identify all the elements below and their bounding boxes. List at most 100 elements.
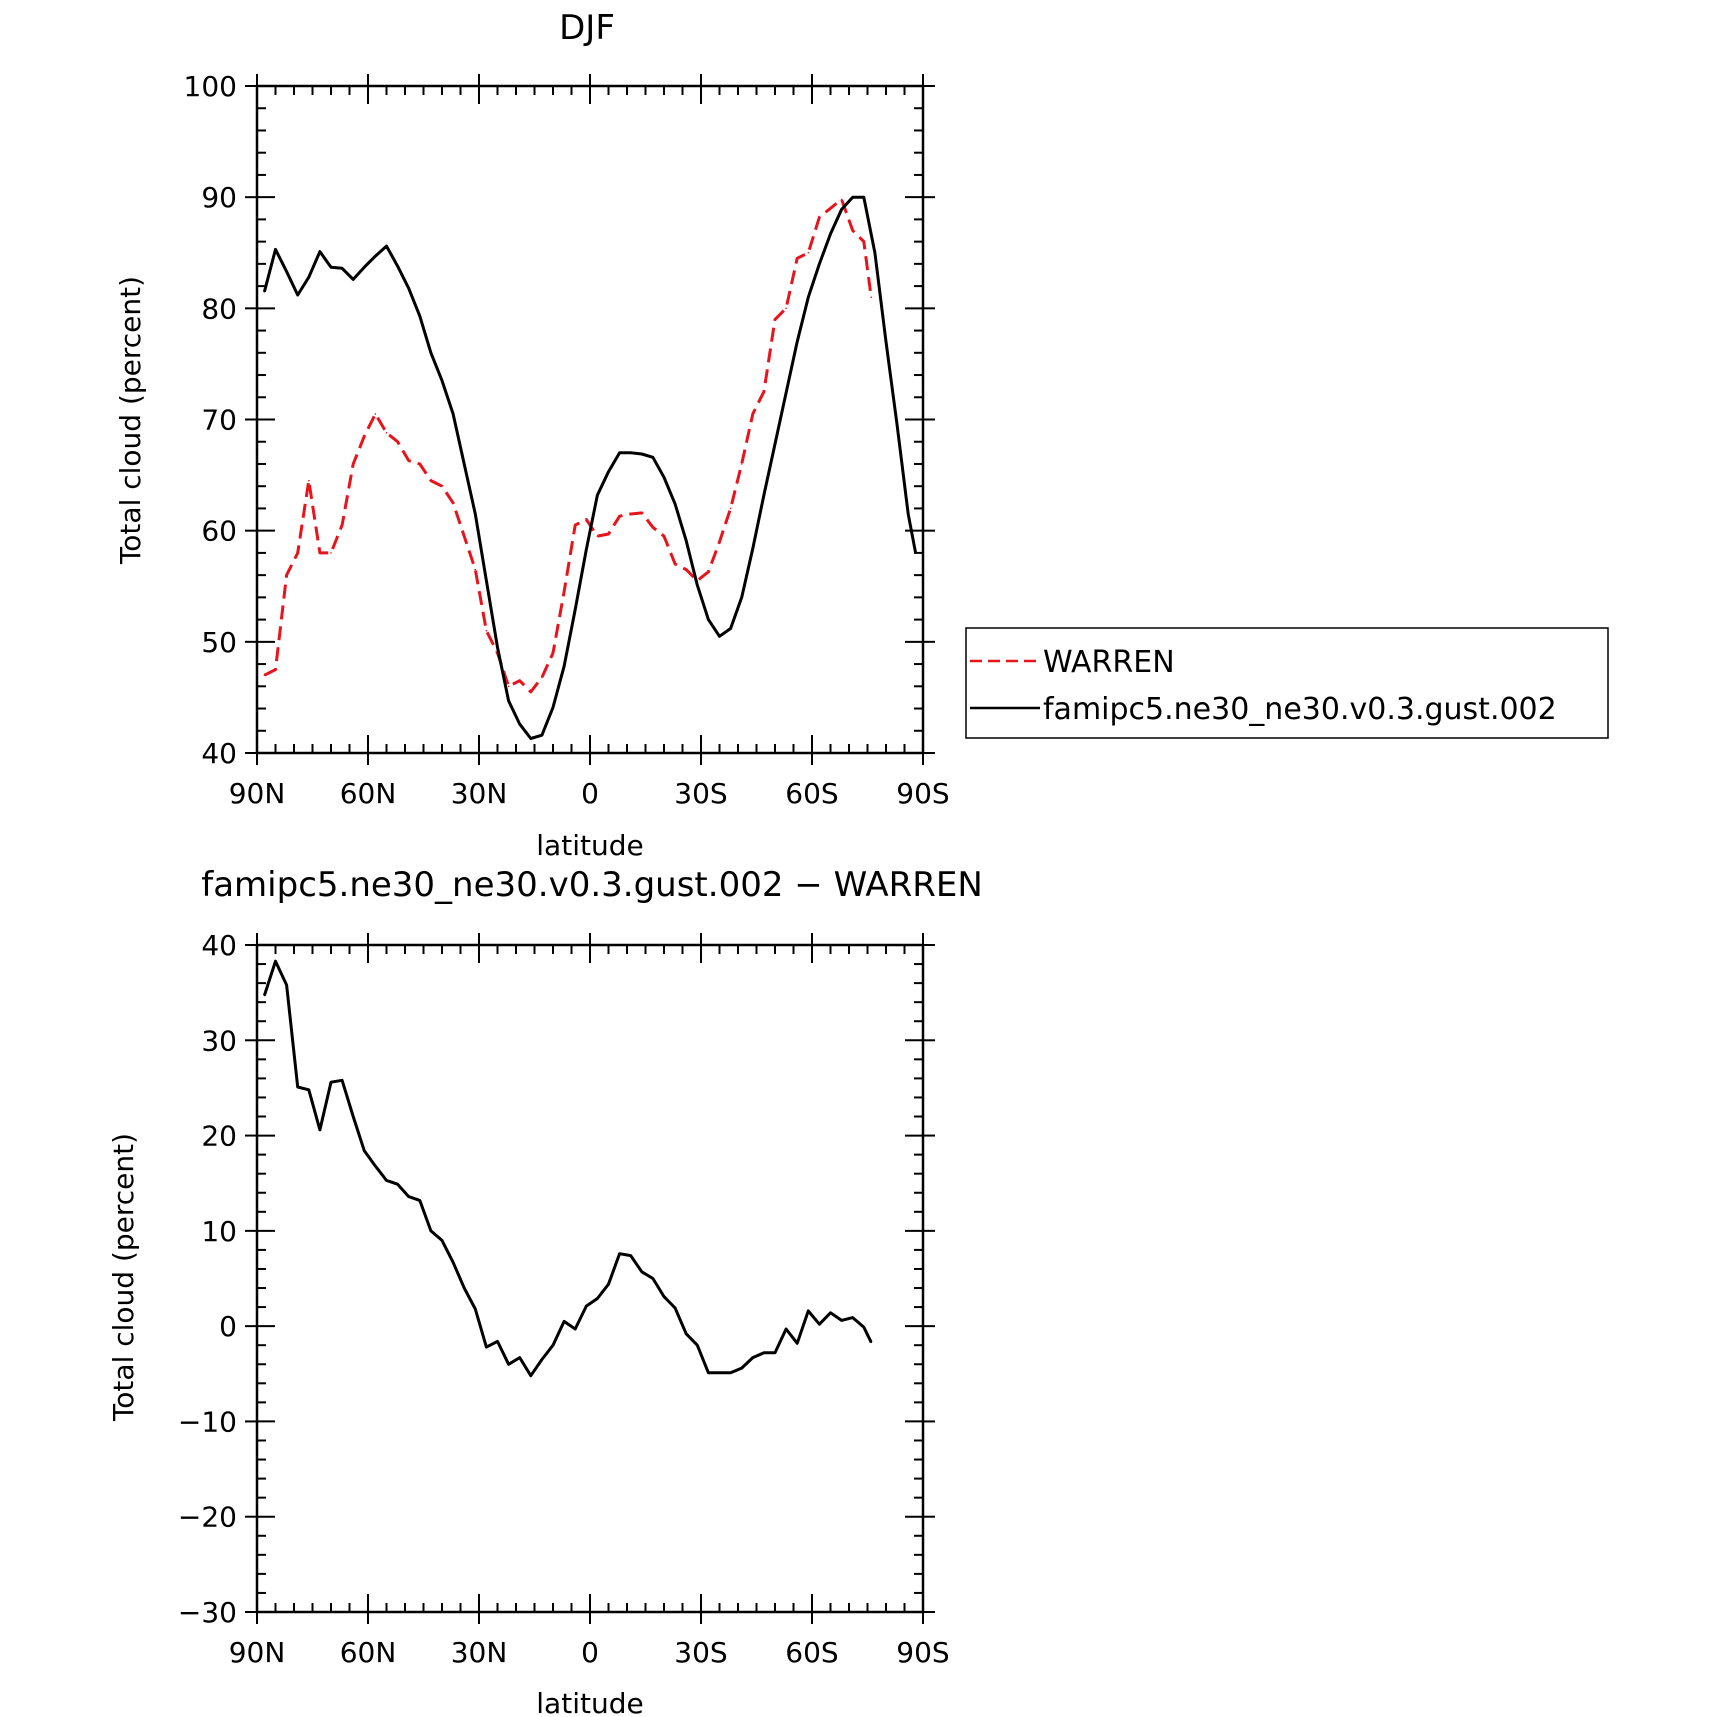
top-series-1-point <box>785 392 787 394</box>
top-series-1-point <box>696 584 699 586</box>
bottom-series-0-point <box>296 1086 299 1088</box>
top-series-1-point <box>807 296 810 299</box>
top-series-0-point <box>363 435 366 437</box>
top-series-0-point <box>641 512 643 514</box>
bottom-series-0-point <box>352 1115 355 1118</box>
top-series-0-point <box>530 691 532 693</box>
top-series-0-point <box>274 668 277 671</box>
top-series-0-point <box>629 513 632 515</box>
top-series-0-point <box>740 463 743 465</box>
bottom-series-0-point <box>496 1340 499 1343</box>
top-series-0-point <box>652 526 654 529</box>
bottom-y-tick-label: 10 <box>201 1215 237 1248</box>
top-series-1-point <box>652 456 654 459</box>
top-series-0-point <box>785 307 787 310</box>
top-series-0-point <box>441 485 443 488</box>
top-y-tick-label: 70 <box>201 404 237 437</box>
bottom-y-tick-label: −20 <box>178 1501 237 1534</box>
bottom-series-0-point <box>463 1287 466 1289</box>
top-x-axis-label: latitude <box>536 829 643 862</box>
top-chart-title: DJF <box>559 8 615 48</box>
top-series-1-point <box>496 646 499 649</box>
bottom-y-tick-label: −30 <box>178 1596 237 1629</box>
top-series-0-point <box>308 479 310 482</box>
bottom-series-0-point <box>818 1323 821 1326</box>
top-x-tick-label: 30N <box>451 777 508 810</box>
top-series-0-point <box>851 229 854 232</box>
bottom-series-0-point <box>574 1328 576 1330</box>
top-series-1-point <box>274 248 277 251</box>
top-series-0-point <box>341 524 343 526</box>
top-series-0-point <box>407 459 410 462</box>
top-series-1-point <box>752 547 754 550</box>
top-series-0-point <box>563 591 565 593</box>
bottom-series-0-point <box>585 1305 588 1307</box>
bottom-series-0-point <box>419 1199 421 1202</box>
bottom-series-0-point <box>740 1367 743 1369</box>
top-series-1-point <box>574 608 576 611</box>
top-y-tick-label: 40 <box>201 737 237 770</box>
top-series-1-point <box>707 618 710 621</box>
bottom-series-0-point <box>807 1310 810 1312</box>
top-series-0-point <box>807 251 810 254</box>
top-series-1-point <box>914 552 917 554</box>
bottom-series-0-point <box>629 1254 632 1257</box>
top-series-0-point <box>385 432 388 434</box>
top-series-0-point <box>840 198 843 201</box>
bottom-series-0-point <box>641 1271 643 1273</box>
top-y-tick-label: 90 <box>201 181 237 214</box>
top-series-1-point <box>541 734 543 737</box>
top-series-1-point <box>896 424 898 426</box>
top-series-0-point <box>618 515 621 518</box>
bottom-x-tick-label: 30N <box>451 1636 508 1669</box>
top-y-tick-label: 50 <box>201 626 237 659</box>
top-series-1-point <box>530 737 532 740</box>
top-chart-panel: DJF 90N 60N 30N 0 30S 60S 90S 40 50 60 70 80 90 100 l… <box>114 8 1609 862</box>
bottom-series-0-point <box>618 1252 621 1255</box>
top-series-1-point <box>507 699 510 702</box>
bottom-series-line-0 <box>262 959 873 1378</box>
top-series-1-point <box>430 352 432 354</box>
bottom-series-0-point <box>385 1179 388 1182</box>
bottom-series-0-point <box>441 1239 443 1242</box>
bottom-series-0-point <box>663 1295 665 1298</box>
top-series-0-point <box>430 479 432 482</box>
bottom-y-tick-label: 20 <box>201 1120 237 1153</box>
bottom-series-0-point <box>407 1195 410 1198</box>
top-plot-frame <box>255 84 925 755</box>
bottom-series-0-point <box>752 1356 754 1359</box>
top-series-0-point <box>518 679 521 682</box>
bottom-x-tick-label: 90N <box>229 1636 286 1669</box>
top-series-0-point <box>796 257 798 260</box>
bottom-series-0-point <box>263 994 266 997</box>
top-x-tick-label: 0 <box>581 777 599 810</box>
top-series-1-point <box>385 245 388 247</box>
top-series-1-point <box>729 627 732 630</box>
bottom-series-0-point <box>829 1312 832 1314</box>
top-series-0-point <box>707 570 710 573</box>
top-series-1-point <box>607 470 610 473</box>
top-tick-marks <box>245 74 935 765</box>
top-series-0-point <box>607 533 610 535</box>
bottom-series-0-point <box>851 1316 854 1319</box>
top-series-0-point <box>463 535 466 538</box>
bottom-series-0-point <box>308 1089 310 1091</box>
bottom-series-0-point <box>363 1150 366 1152</box>
top-series-1-point <box>851 196 854 198</box>
bottom-series-0-point <box>840 1319 843 1322</box>
bottom-series-0-point <box>774 1352 776 1354</box>
top-series-0-point <box>685 568 687 571</box>
top-series-1-point <box>796 340 798 343</box>
top-series-0-point <box>729 507 732 510</box>
bottom-y-tick-label: 40 <box>201 929 237 962</box>
bottom-x-tick-label: 30S <box>674 1636 727 1669</box>
top-series-0-point <box>319 552 321 554</box>
top-series-0-point <box>419 463 421 465</box>
legend-box <box>965 627 1609 739</box>
top-series-0-point <box>285 574 288 576</box>
top-y-tick-label: 60 <box>201 515 237 548</box>
top-series-line-0 <box>263 197 873 694</box>
top-series-1-point <box>518 723 521 725</box>
bottom-series-0-point <box>330 1081 332 1084</box>
bottom-tick-labels: 90N 60N 30N 0 30S 60S 90S −30 −20 −10 0 10 20 30 40 <box>178 929 950 1669</box>
